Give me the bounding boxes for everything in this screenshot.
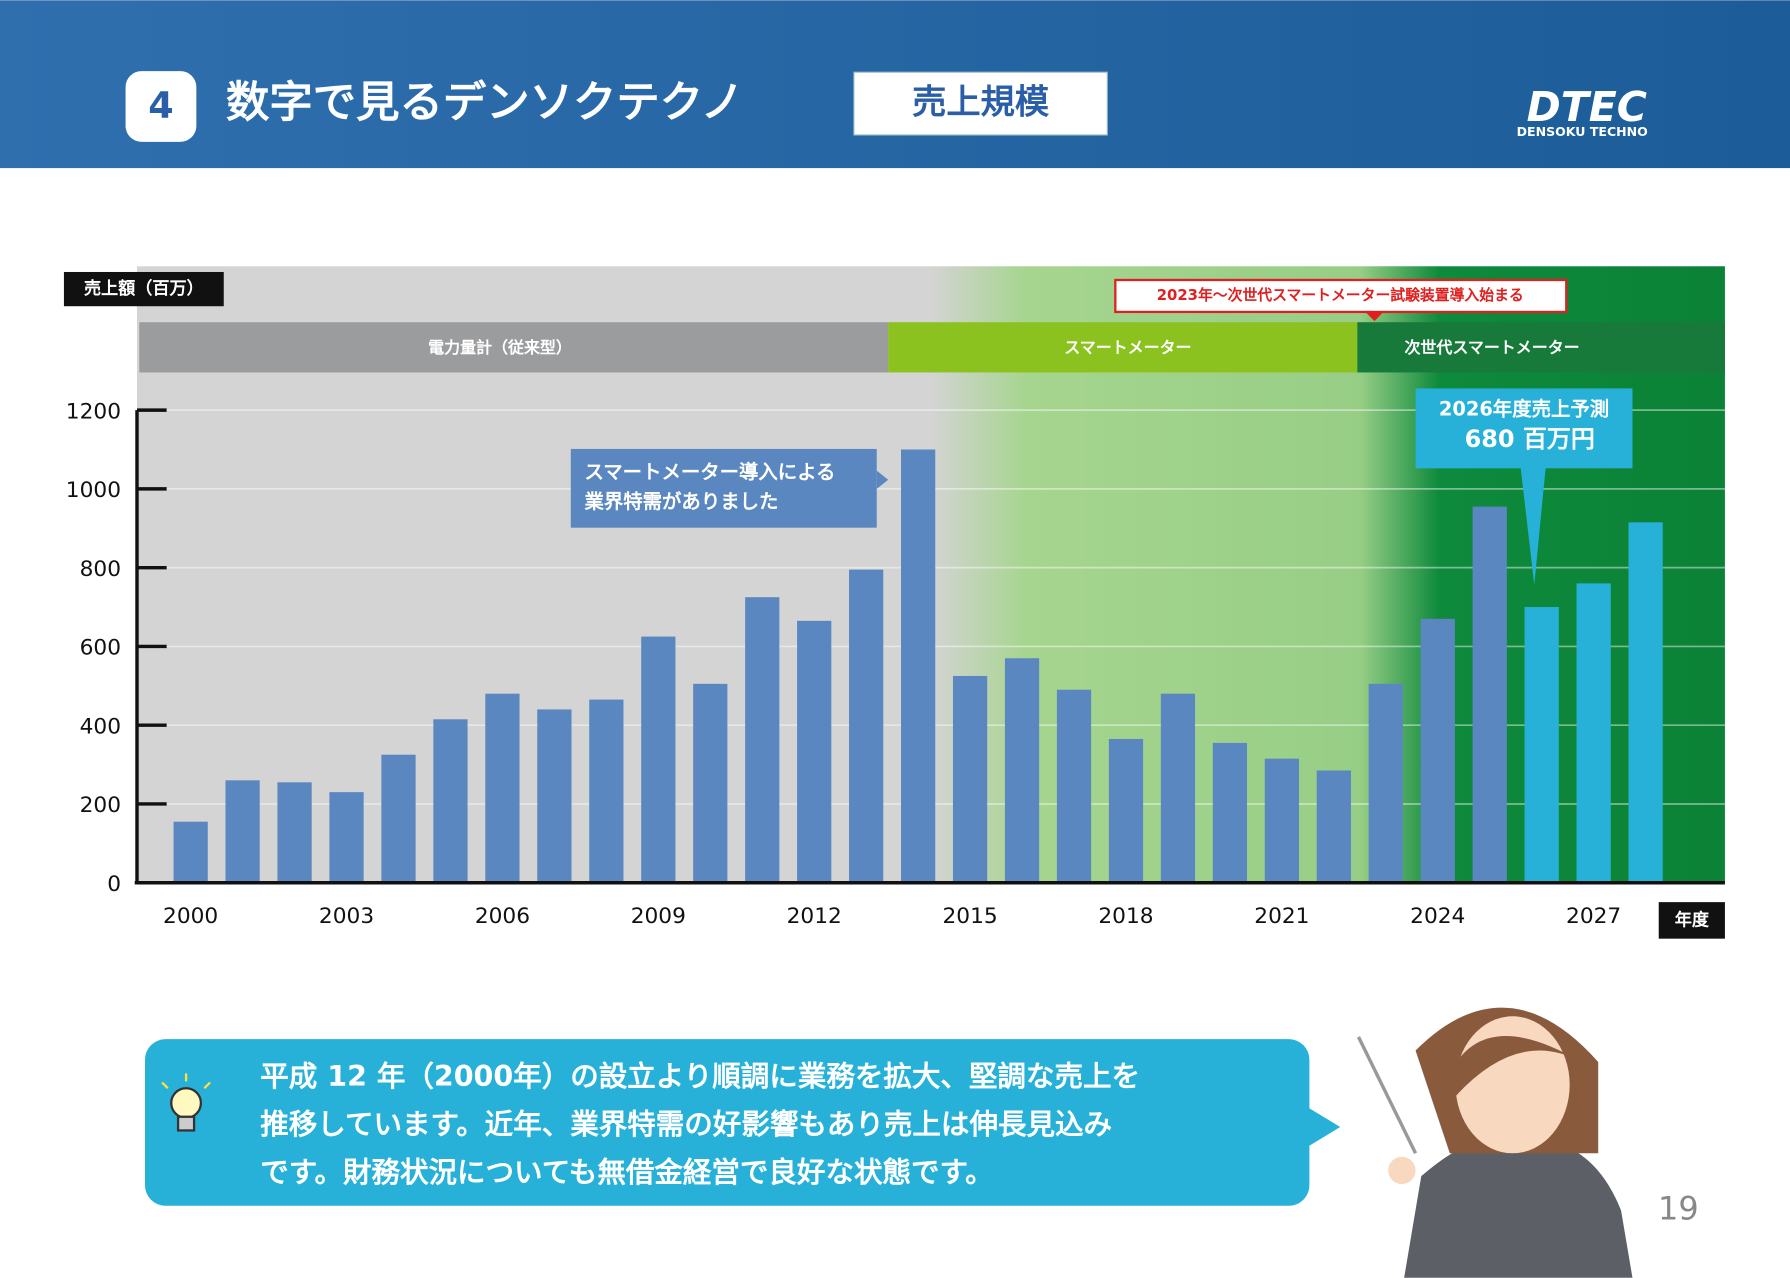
forecast-box <box>1415 388 1633 469</box>
bar <box>1628 522 1663 883</box>
number-badge <box>125 71 197 142</box>
bulb-icon <box>161 1073 211 1132</box>
message-line: 推移しています。近年、業界特需の好影響もあり売上は伸長見込み <box>260 1108 1112 1141</box>
x-tick-label: 2024 <box>1410 904 1465 929</box>
tag-box <box>853 71 1108 136</box>
y-tick-label: 600 <box>80 636 121 661</box>
bar <box>849 569 884 883</box>
bar <box>433 719 468 883</box>
x-label-box <box>1658 902 1725 939</box>
message-line: 平成 12 年（2000年）の設立より順調に業務を拡大、堅調な売上を <box>260 1060 1140 1093</box>
note-box <box>1114 278 1568 314</box>
x-tick-label: 2027 <box>1566 904 1621 929</box>
header-title: 数字で見るデンソクテクノ <box>226 78 744 128</box>
bar <box>1368 683 1403 883</box>
bar <box>1056 689 1092 883</box>
logo-sub: DENSOKU TECHNO <box>1517 124 1649 139</box>
x-tick-label: 2009 <box>631 904 686 929</box>
logo: DTEC <box>1527 83 1647 131</box>
bar <box>1108 738 1144 883</box>
bar <box>329 792 364 883</box>
note: 2023年～次世代スマートメーター試験装置導入始まる <box>1157 286 1524 304</box>
y-label-box <box>63 271 224 307</box>
y-tick-label: 800 <box>80 557 121 582</box>
bar <box>1576 583 1611 883</box>
y-tick-label: 1000 <box>66 478 121 503</box>
x-tick-label: 2000 <box>163 904 218 929</box>
bar <box>1212 742 1248 883</box>
bar <box>381 754 416 883</box>
forecast-line: 680 百万円 <box>1465 425 1595 453</box>
era-label: 次世代スマートメーター <box>1404 338 1579 357</box>
callout-line: スマートメーター導入による <box>584 460 835 483</box>
bar <box>901 449 936 883</box>
x-tick-label: 2006 <box>475 904 530 929</box>
bar <box>641 636 676 883</box>
message-line: です。財務状況についても無借金経営で良好な状態です。 <box>260 1156 993 1189</box>
y-tick-label: 200 <box>80 793 121 818</box>
bar <box>745 597 780 883</box>
x-tick-label: 2021 <box>1254 904 1309 929</box>
bar <box>1004 658 1040 883</box>
bar <box>537 709 572 883</box>
bar <box>1420 618 1455 883</box>
y-axis-label: 売上額（百万） <box>84 278 204 299</box>
era-band <box>1357 322 1725 373</box>
message-pointer <box>1308 1107 1341 1147</box>
bar <box>1472 506 1507 883</box>
page-number: 19 <box>1658 1189 1699 1227</box>
bar <box>1316 770 1351 883</box>
bar <box>485 693 520 883</box>
bar <box>1160 693 1196 883</box>
bar <box>589 699 624 883</box>
x-tick-label: 2015 <box>942 904 997 929</box>
bar <box>173 821 208 883</box>
era-band <box>888 322 1358 373</box>
y-tick-label: 0 <box>107 872 121 897</box>
bar <box>1264 758 1299 883</box>
y-tick-label: 1200 <box>66 399 121 424</box>
x-tick-label: 2012 <box>787 904 842 929</box>
bar <box>952 675 988 883</box>
section-number: 4 <box>148 84 173 127</box>
bar <box>1524 607 1559 883</box>
callout-line: 業界特需がありました <box>583 490 778 513</box>
callout-box <box>570 448 877 528</box>
bar <box>277 782 312 883</box>
era-label: スマートメーター <box>1064 338 1191 357</box>
era-band <box>139 322 889 373</box>
x-tick-label: 2003 <box>319 904 374 929</box>
callout-pointer <box>876 470 889 489</box>
x-tick-label: 2018 <box>1098 904 1153 929</box>
era-label: 電力量計（従来型） <box>428 338 572 357</box>
bar <box>797 620 832 883</box>
forecast-line: 2026年度売上予測 <box>1439 398 1609 421</box>
presenter-illustration <box>1356 1007 1633 1278</box>
header-tag: 売上規模 <box>912 83 1050 123</box>
forecast-pointer <box>1520 467 1546 585</box>
bar <box>693 683 728 883</box>
bar <box>225 780 260 883</box>
note-pointer <box>1365 311 1384 322</box>
y-tick-label: 400 <box>80 714 121 739</box>
message-box <box>144 1039 1310 1206</box>
x-axis-label: 年度 <box>1675 909 1710 930</box>
